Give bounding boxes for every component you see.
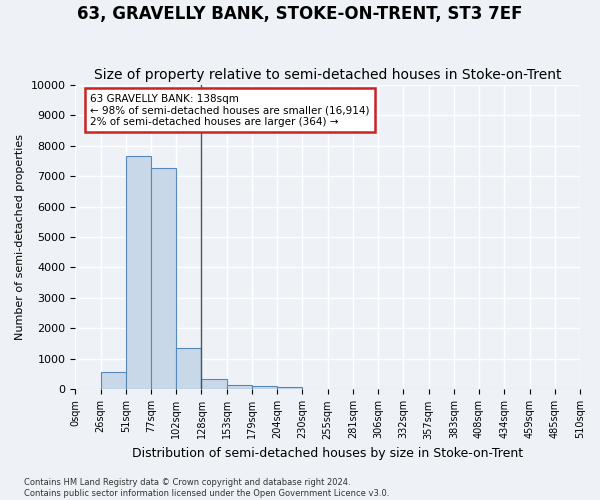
Text: 63 GRAVELLY BANK: 138sqm
← 98% of semi-detached houses are smaller (16,914)
2% o: 63 GRAVELLY BANK: 138sqm ← 98% of semi-d… <box>91 94 370 127</box>
Bar <box>277 386 302 390</box>
Y-axis label: Number of semi-detached properties: Number of semi-detached properties <box>15 134 25 340</box>
Bar <box>126 156 151 390</box>
Bar <box>151 168 176 390</box>
Bar <box>252 386 277 390</box>
Bar <box>101 372 126 390</box>
Text: Contains HM Land Registry data © Crown copyright and database right 2024.
Contai: Contains HM Land Registry data © Crown c… <box>24 478 389 498</box>
Bar <box>227 384 252 390</box>
Title: Size of property relative to semi-detached houses in Stoke-on-Trent: Size of property relative to semi-detach… <box>94 68 562 82</box>
Bar <box>176 348 202 390</box>
X-axis label: Distribution of semi-detached houses by size in Stoke-on-Trent: Distribution of semi-detached houses by … <box>132 447 523 460</box>
Bar <box>202 379 227 390</box>
Text: 63, GRAVELLY BANK, STOKE-ON-TRENT, ST3 7EF: 63, GRAVELLY BANK, STOKE-ON-TRENT, ST3 7… <box>77 5 523 23</box>
